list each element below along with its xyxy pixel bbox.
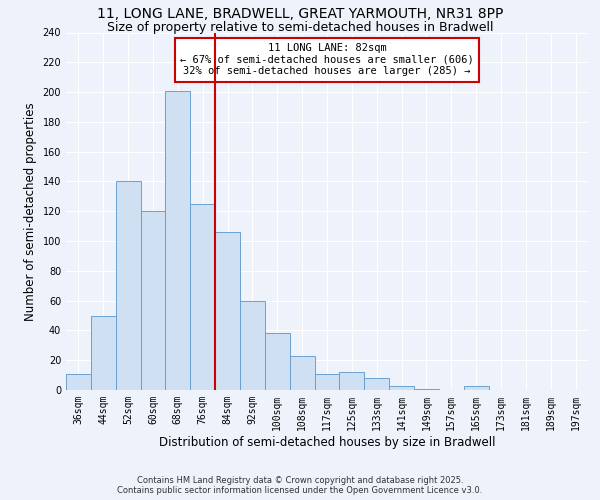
- Text: 11 LONG LANE: 82sqm
← 67% of semi-detached houses are smaller (606)
32% of semi-: 11 LONG LANE: 82sqm ← 67% of semi-detach…: [180, 43, 474, 76]
- Bar: [414, 388, 439, 390]
- Bar: [166, 90, 190, 390]
- Text: Contains HM Land Registry data © Crown copyright and database right 2025.
Contai: Contains HM Land Registry data © Crown c…: [118, 476, 482, 495]
- Bar: [91, 316, 116, 390]
- Bar: [389, 386, 414, 390]
- Bar: [464, 386, 488, 390]
- Bar: [66, 374, 91, 390]
- Bar: [215, 232, 240, 390]
- Bar: [116, 182, 140, 390]
- Bar: [190, 204, 215, 390]
- Bar: [265, 334, 290, 390]
- Bar: [314, 374, 340, 390]
- Text: Size of property relative to semi-detached houses in Bradwell: Size of property relative to semi-detach…: [107, 21, 493, 34]
- Bar: [290, 356, 314, 390]
- Y-axis label: Number of semi-detached properties: Number of semi-detached properties: [24, 102, 37, 320]
- X-axis label: Distribution of semi-detached houses by size in Bradwell: Distribution of semi-detached houses by …: [159, 436, 495, 448]
- Bar: [364, 378, 389, 390]
- Text: 11, LONG LANE, BRADWELL, GREAT YARMOUTH, NR31 8PP: 11, LONG LANE, BRADWELL, GREAT YARMOUTH,…: [97, 8, 503, 22]
- Bar: [140, 211, 166, 390]
- Bar: [340, 372, 364, 390]
- Bar: [240, 300, 265, 390]
